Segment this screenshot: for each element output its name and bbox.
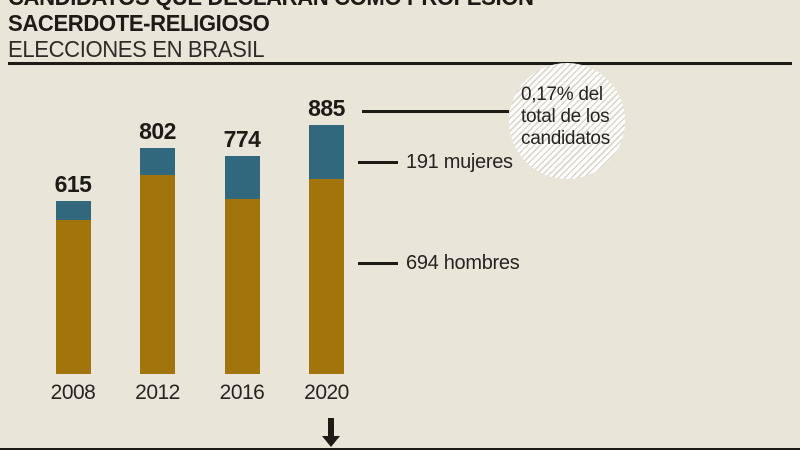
bar-2020-hombres-segment — [309, 179, 344, 374]
hombres-label: 694 hombres — [406, 252, 520, 274]
bar-value-2020: 885 — [308, 95, 345, 121]
page-title-line2: SACERDOTE-RELIGIOSO — [8, 10, 270, 36]
mujeres-tick-line — [358, 161, 398, 164]
header-divider — [8, 62, 792, 65]
axis-label-2008: 2008 — [50, 381, 96, 404]
mujeres-label: 191 mujeres — [406, 151, 513, 173]
bar-2016 — [224, 156, 260, 374]
bar-value-2008: 615 — [54, 171, 92, 197]
bar-2012-mujeres-segment — [140, 148, 175, 175]
bar-2012 — [140, 148, 175, 374]
page-title-line1: CANDIDATOS QUE DECLARAN COMO PROFESIÓN — [8, 0, 534, 10]
bar-chart: 615 2008 802 2012 774 2016 885 2020 0,17% del t… — [0, 63, 800, 450]
axis-label-2020: 2020 — [304, 381, 349, 404]
bar-2020 — [309, 125, 344, 374]
share-note-line3: candidatos — [521, 128, 610, 149]
bar-2008-hombres-segment — [55, 220, 91, 374]
bar-2016-hombres-segment — [224, 199, 260, 374]
share-note-circle — [509, 63, 625, 179]
bar-value-2016: 774 — [223, 126, 261, 152]
bar-2016-mujeres-segment — [224, 156, 260, 199]
header: CANDIDATOS QUE DECLARAN COMO PROFESIÓN S… — [8, 0, 534, 62]
bar-2012-hombres-segment — [140, 175, 175, 374]
hombres-tick-line — [358, 262, 398, 265]
bar-2020-mujeres-segment — [309, 125, 344, 179]
page-subtitle: ELECCIONES EN BRASIL — [8, 36, 265, 62]
bottom-edge-strip — [0, 448, 800, 450]
axis-label-2012: 2012 — [135, 381, 180, 404]
share-note-line2: total de los — [521, 106, 610, 127]
share-note-text: 0,17% del total de los candidatos — [521, 84, 625, 150]
connector-885-to-note — [362, 110, 509, 113]
bar-value-2012: 802 — [139, 118, 176, 144]
bar-2008 — [55, 201, 91, 374]
share-note-line1: 0,17% del — [521, 84, 603, 105]
bar-2008-mujeres-segment — [55, 201, 91, 220]
down-arrow-icon — [322, 418, 340, 447]
axis-label-2016: 2016 — [219, 381, 265, 404]
